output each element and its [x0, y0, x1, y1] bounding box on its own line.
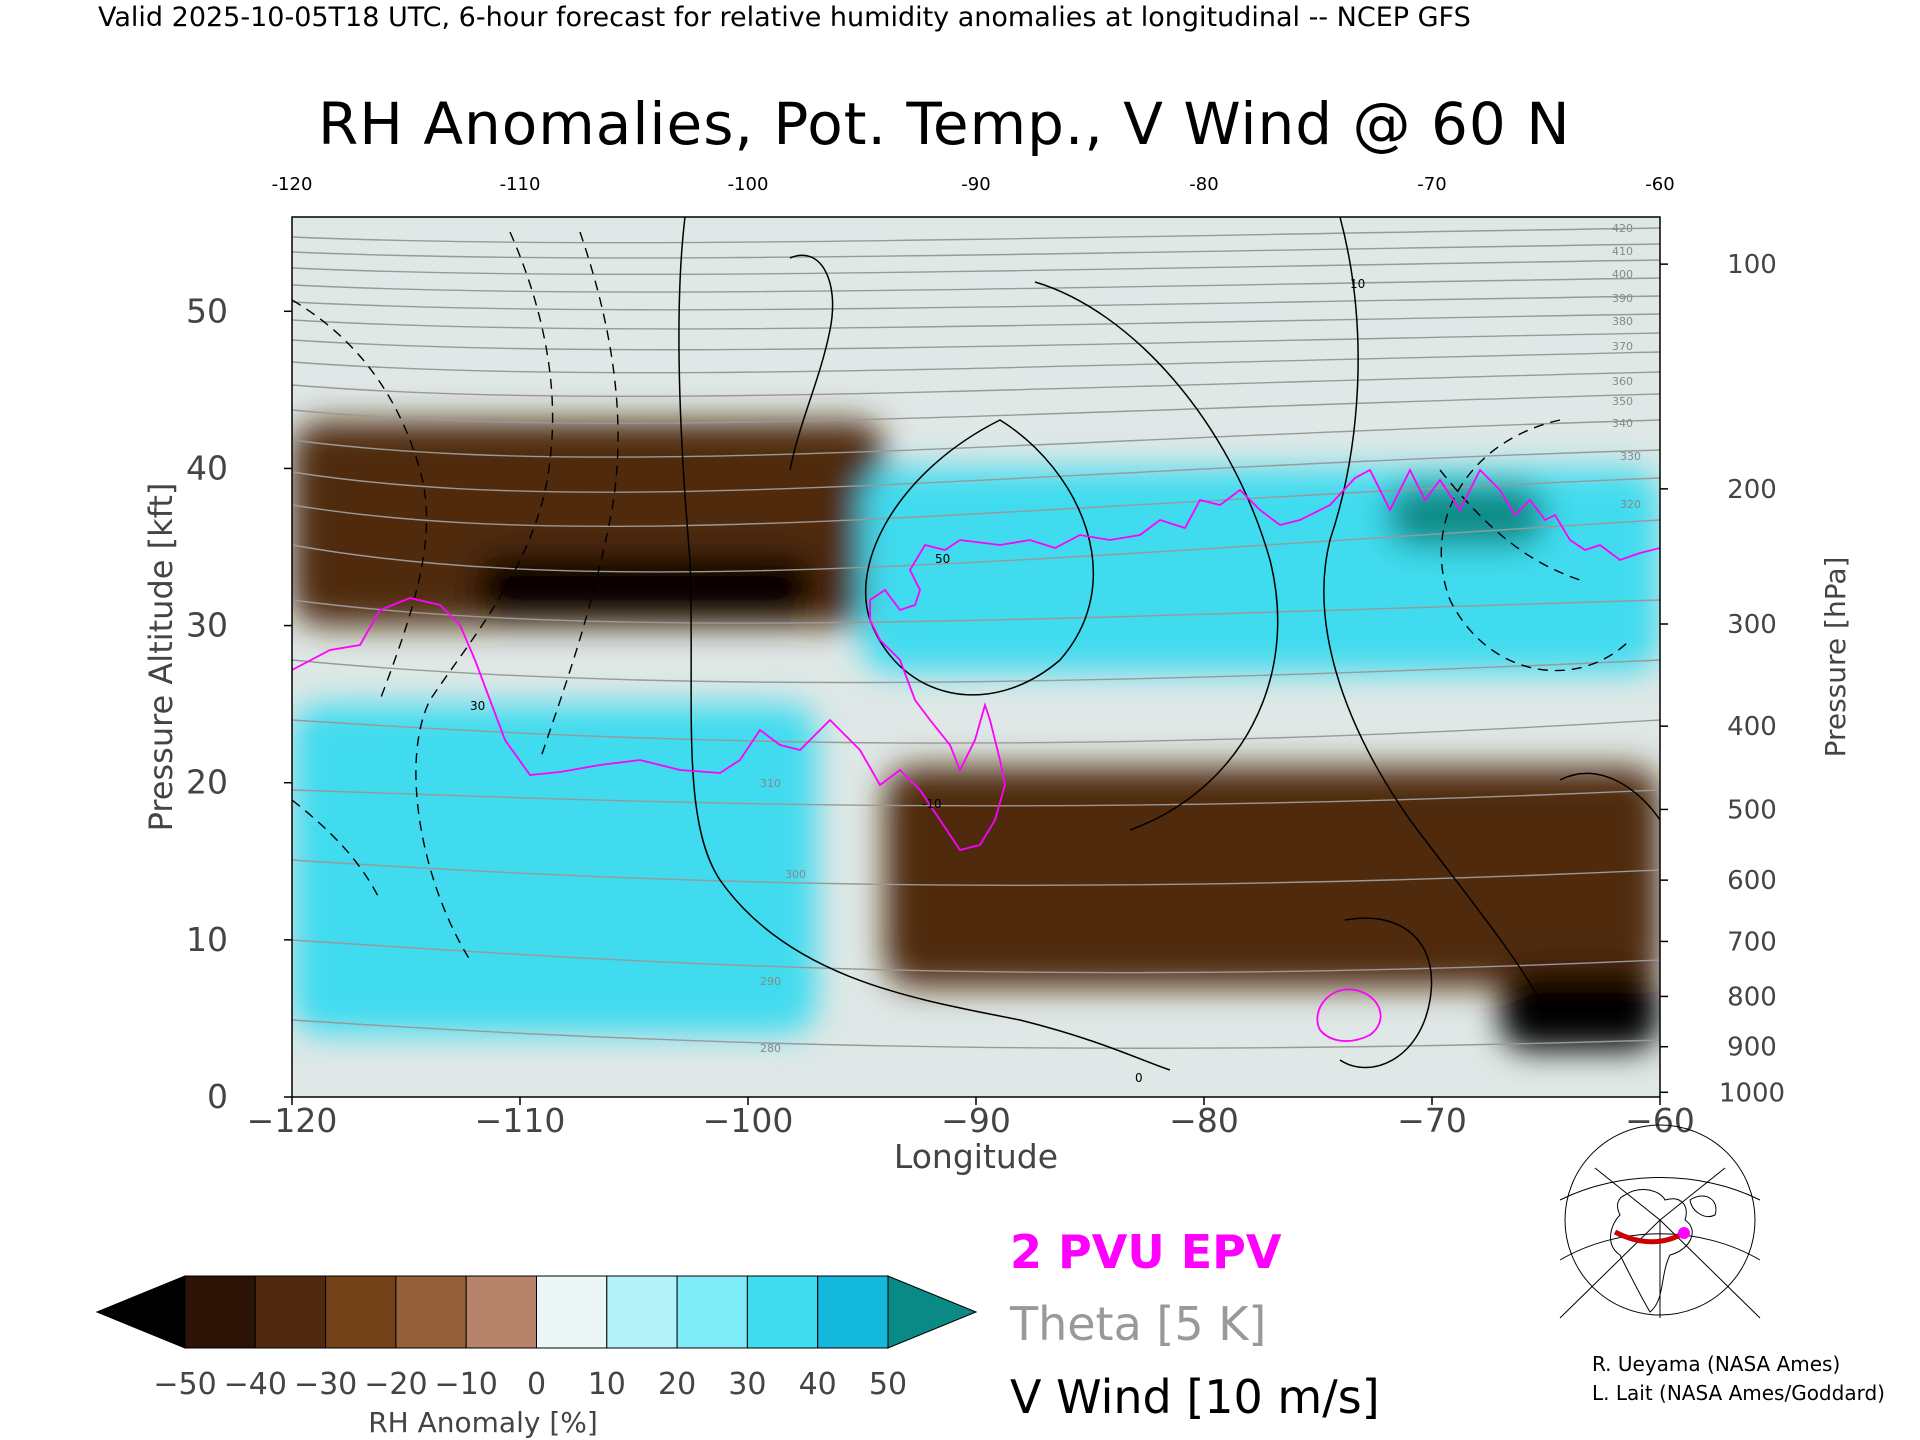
colorbar-tick-label: −40	[224, 1367, 287, 1402]
top-tick-label: -110	[500, 174, 541, 195]
colorbar-box	[325, 1275, 397, 1349]
legend-vwind: V Wind [10 m/s]	[1010, 1370, 1380, 1424]
colorbar-box	[536, 1275, 608, 1349]
x-tick-label: −110	[475, 1101, 566, 1140]
x-tick-label: −90	[941, 1101, 1011, 1140]
field-region-wet-jet-core	[1386, 484, 1546, 547]
field-region-low-wet-west	[292, 704, 817, 1035]
y-tick-label: 50	[186, 291, 228, 330]
colorbar-tick-label: −10	[435, 1367, 498, 1402]
colorbar-tick-label: −30	[294, 1367, 357, 1402]
top-tick-label: -120	[272, 174, 313, 195]
colorbar: −50 −40 −30 −20 −10 0 10 20 30 40 50	[95, 1275, 978, 1402]
pressure-tick-label: 900	[1727, 1033, 1777, 1063]
legend-theta: Theta [5 K]	[1010, 1297, 1267, 1351]
theta-contour-label: 330	[1620, 450, 1641, 463]
top-tick-label: -80	[1189, 174, 1218, 195]
colorbar-tick-label: 20	[658, 1367, 696, 1402]
theta-contour-label: 280	[760, 1042, 781, 1055]
contour-overlay: 2802903003103203303403503603703803904004…	[292, 217, 1660, 1085]
pressure-tick-label: 800	[1727, 982, 1777, 1012]
y-tick-label: 40	[186, 448, 228, 487]
colorbar-box	[606, 1275, 678, 1349]
x-axis-label: Longitude	[894, 1137, 1058, 1176]
colorbar-box	[465, 1275, 538, 1349]
theta-contour-label: 350	[1612, 395, 1633, 408]
theta-contour-label: 300	[785, 868, 806, 881]
colorbar-tick-label: 10	[588, 1367, 626, 1402]
colorbar-over-triangle	[887, 1275, 978, 1349]
rh-anomaly-field	[292, 217, 1660, 1097]
colorbar-tick-label: 50	[869, 1367, 907, 1402]
colorbar-box	[676, 1275, 748, 1349]
y-axis-label-right: Pressure [hPa]	[1819, 557, 1852, 758]
theta-contour-label: 390	[1612, 292, 1633, 305]
theta-contour-label: 410	[1612, 245, 1633, 258]
legend-epv: 2 PVU EPV	[1010, 1225, 1282, 1279]
colorbar-tick-label: 30	[728, 1367, 766, 1402]
x-tick-label: −120	[247, 1101, 338, 1140]
theta-contour-label: 360	[1612, 375, 1633, 388]
pressure-tick-label: 200	[1727, 475, 1777, 505]
locator-map	[1559, 1124, 1761, 1319]
chart-title: RH Anomalies, Pot. Temp., V Wind @ 60 N	[318, 90, 1571, 158]
colorbar-under-triangle	[95, 1275, 186, 1349]
colorbar-box	[817, 1275, 889, 1349]
pressure-tick-label: 500	[1727, 795, 1777, 825]
wind-contour-label: 50	[935, 552, 950, 566]
credit-line-2: L. Lait (NASA Ames/Goddard)	[1592, 1381, 1885, 1405]
colorbar-box	[254, 1275, 327, 1349]
theta-contour-label: 420	[1612, 222, 1633, 235]
header-text: Valid 2025-10-05T18 UTC, 6-hour forecast…	[98, 2, 1471, 33]
theta-contour-label: 310	[760, 777, 781, 790]
top-tick-label: -70	[1417, 174, 1446, 195]
theta-contour-label: 400	[1612, 268, 1633, 281]
colorbar-tick-label: 0	[527, 1367, 546, 1402]
y-axis-label-left: Pressure Altitude [kft]	[142, 483, 180, 832]
y-tick-label: 0	[207, 1077, 228, 1116]
wind-contour-label: 30	[470, 699, 485, 713]
x-tick-label: −60	[1625, 1101, 1695, 1140]
map-marker-icon	[1678, 1227, 1690, 1239]
pressure-tick-label: 300	[1727, 610, 1777, 640]
theta-contour-label: 340	[1612, 417, 1633, 430]
colorbar-tick-label: −50	[153, 1367, 216, 1402]
y-tick-label: 20	[186, 763, 228, 802]
field-region-low-dry-east	[1500, 971, 1660, 1050]
colorbar-box	[395, 1275, 467, 1349]
top-tick-label: -60	[1645, 174, 1674, 195]
colorbar-tick-label: 40	[799, 1367, 837, 1402]
wind-contour-label: -10	[922, 797, 942, 811]
colorbar-label: RH Anomaly [%]	[368, 1406, 598, 1439]
field-region-mid-dry	[884, 767, 1660, 987]
colorbar-tick-label: −20	[364, 1367, 427, 1402]
theta-contour-label: 320	[1620, 498, 1641, 511]
theta-contour-label: 290	[760, 975, 781, 988]
wind-contour-label: 0	[1135, 1071, 1143, 1085]
x-tick-label: −100	[703, 1101, 794, 1140]
colorbar-box	[184, 1275, 256, 1349]
pressure-tick-label: 700	[1727, 927, 1777, 957]
y-tick-label: 30	[186, 606, 228, 645]
x-tick-label: −70	[1397, 1101, 1467, 1140]
pressure-tick-label: 400	[1727, 712, 1777, 742]
axes: −120-120−110-110−100-100−90-90−80-80−70-…	[186, 174, 1785, 1140]
x-tick-label: −80	[1169, 1101, 1239, 1140]
colorbar-box	[746, 1275, 819, 1349]
y-tick-label: 10	[186, 920, 228, 959]
pressure-tick-label: 100	[1727, 250, 1777, 280]
wind-contour-label: 10	[1350, 277, 1365, 291]
theta-contour-label: 380	[1612, 315, 1633, 328]
pressure-tick-label: 1000	[1719, 1078, 1785, 1108]
theta-contour-label: 370	[1612, 340, 1633, 353]
credit-line-1: R. Ueyama (NASA Ames)	[1592, 1352, 1841, 1376]
top-tick-label: -100	[728, 174, 769, 195]
field-region-dry-core	[474, 554, 817, 618]
top-tick-label: -90	[961, 174, 990, 195]
pressure-tick-label: 600	[1727, 866, 1777, 896]
